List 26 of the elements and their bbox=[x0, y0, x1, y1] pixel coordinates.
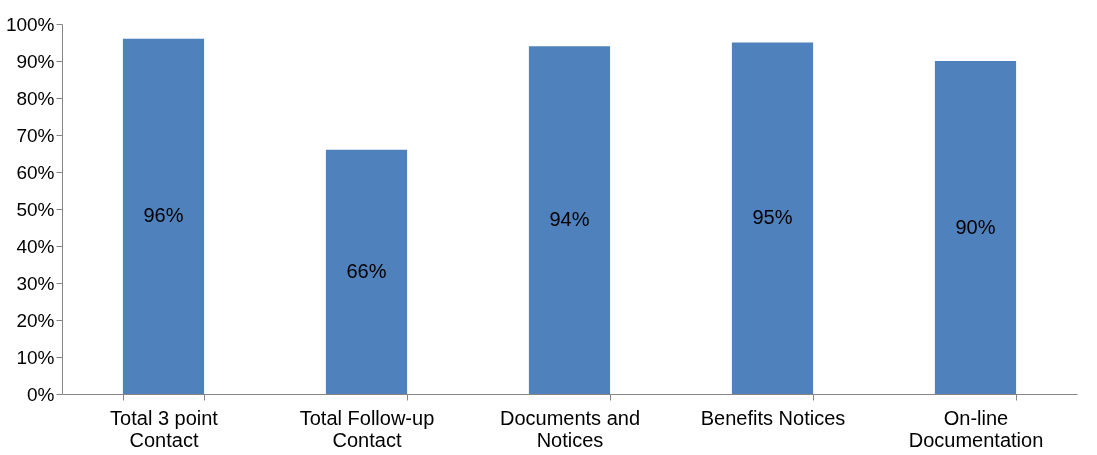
x-tick-label: Total 3 point Contact bbox=[110, 406, 219, 451]
data-label: 94% bbox=[549, 208, 590, 231]
data-label: 95% bbox=[752, 206, 793, 229]
y-tick-label: 20% bbox=[16, 309, 55, 331]
y-tick-label: 0% bbox=[27, 383, 55, 405]
data-label: 66% bbox=[346, 259, 387, 282]
y-tick-label: 80% bbox=[16, 87, 55, 109]
bar bbox=[528, 46, 611, 394]
y-tick-label: 90% bbox=[16, 50, 55, 72]
y-tick-label: 40% bbox=[16, 235, 55, 257]
y-tick-label: 70% bbox=[16, 124, 55, 146]
bar bbox=[934, 61, 1017, 394]
x-tick-label: Benefits Notices bbox=[700, 406, 846, 429]
y-tick-label: 60% bbox=[16, 161, 55, 183]
x-tick-label: Documents and Notices bbox=[499, 406, 641, 451]
y-tick-label: 100% bbox=[5, 13, 55, 35]
y-tick-label: 30% bbox=[16, 272, 55, 294]
x-tick-label: Total Follow-up Contact bbox=[299, 406, 435, 451]
data-label: 90% bbox=[955, 215, 996, 238]
data-label: 96% bbox=[143, 204, 184, 227]
y-tick-label: 10% bbox=[16, 346, 55, 368]
x-tick-label: On-line Documentation bbox=[908, 406, 1044, 451]
bar bbox=[731, 42, 814, 394]
bar bbox=[122, 38, 205, 394]
bar bbox=[325, 149, 408, 394]
y-tick-label: 50% bbox=[16, 198, 55, 220]
